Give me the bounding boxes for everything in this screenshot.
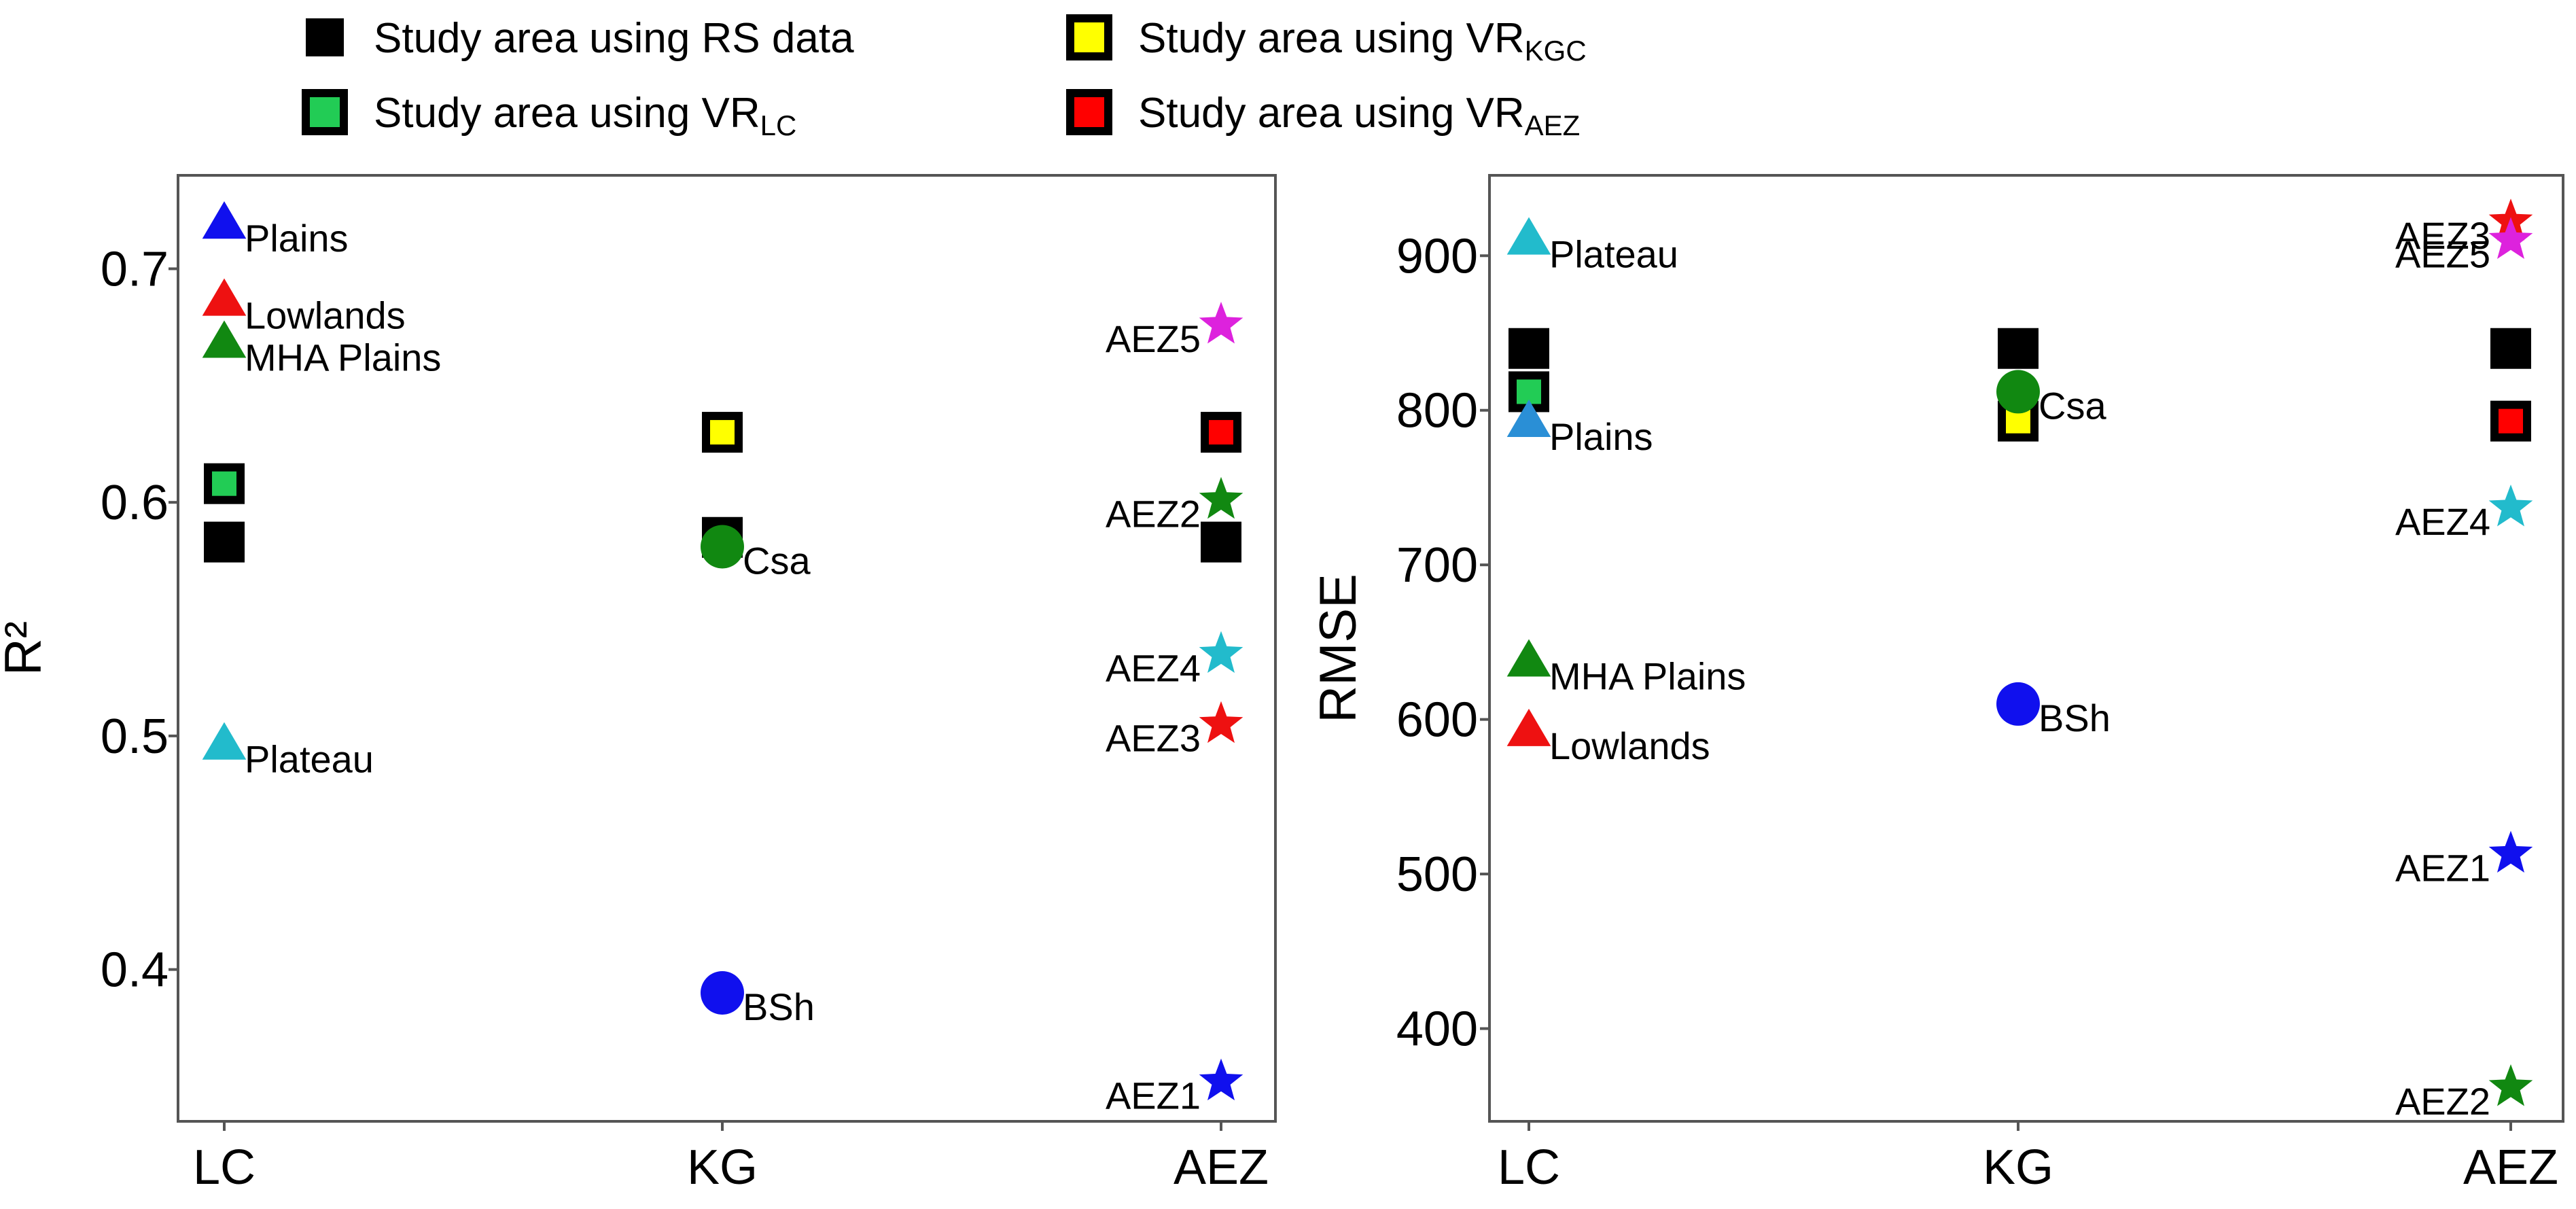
point-aez1 xyxy=(2488,830,2533,873)
legend-swatch-kgc xyxy=(1066,14,1112,60)
y-tick-label: 0.7 xyxy=(101,242,169,296)
x-tick-label: KG xyxy=(687,1140,758,1195)
annotation-bsh: BSh xyxy=(743,985,815,1028)
annotation-csa: Csa xyxy=(2039,384,2106,427)
point-csa xyxy=(701,525,744,569)
square-aez-aez xyxy=(1201,412,1241,453)
legend: Study area using RS data Study area using… xyxy=(302,14,1587,141)
square-rs-aez xyxy=(1201,521,1241,563)
annotation-plains: Plains xyxy=(245,217,349,260)
point-lowlands xyxy=(202,278,247,316)
point-aez5 xyxy=(2488,217,2533,259)
x-tick-label: AEZ xyxy=(2463,1140,2558,1195)
y-tick-label: 0.4 xyxy=(101,943,169,998)
annotation-mha-plains: MHA Plains xyxy=(245,336,441,379)
y-tick-label: 900 xyxy=(1396,229,1478,283)
annotation-aez5: AEZ5 xyxy=(2395,233,2490,276)
point-aez5 xyxy=(1199,302,1243,344)
y-tick-label: 500 xyxy=(1396,847,1478,902)
annotation-aez5: AEZ5 xyxy=(1106,317,1201,360)
square-rs-kg xyxy=(1998,328,2039,369)
point-mha-plains xyxy=(1506,639,1551,677)
legend-swatch-rs xyxy=(306,18,344,56)
point-bsh xyxy=(701,970,744,1015)
annotation-aez3: AEZ3 xyxy=(1106,717,1201,760)
y-tick-label: 400 xyxy=(1396,1002,1478,1057)
legend-label-lc: Study area using VRLC xyxy=(374,90,796,141)
y-axis-label: R² xyxy=(0,621,52,676)
point-mha-plains xyxy=(202,320,247,358)
annotation-lowlands: Lowlands xyxy=(1549,724,1710,767)
x-tick-label: LC xyxy=(193,1140,255,1195)
plot-frame xyxy=(1488,174,2564,1123)
y-tick-label: 700 xyxy=(1396,538,1478,593)
chart-rmse: 400 500 600 700 800 900 LC KG AEZ RMSE Plateau Plai… xyxy=(1309,174,2564,1195)
y-tick-label: 0.6 xyxy=(101,476,169,530)
point-bsh xyxy=(1996,682,2040,726)
legend-label-aez: Study area using VRAEZ xyxy=(1138,90,1580,141)
point-csa xyxy=(1996,370,2040,414)
square-rs-lc xyxy=(204,521,245,563)
point-aez2 xyxy=(2488,1064,2533,1106)
legend-item-lc: Study area using VRLC xyxy=(302,89,796,141)
legend-label-kgc: Study area using VRKGC xyxy=(1138,15,1587,67)
legend-swatch-aez xyxy=(1066,89,1112,135)
x-tick-label: LC xyxy=(1498,1140,1560,1195)
x-tick-label: AEZ xyxy=(1174,1140,1269,1195)
annotation-aez3: AEZ3 xyxy=(2395,214,2490,257)
annotation-aez1: AEZ1 xyxy=(2395,847,2490,890)
annotation-aez4: AEZ4 xyxy=(1106,647,1201,690)
annotation-csa: Csa xyxy=(743,539,811,582)
square-kgc-kg xyxy=(702,412,743,453)
annotation-plateau: Plateau xyxy=(1549,233,1678,276)
point-plateau xyxy=(202,722,247,760)
point-aez1 xyxy=(1199,1058,1243,1101)
annotation-mha-plains: MHA Plains xyxy=(1549,654,1746,697)
legend-item-aez: Study area using VRAEZ xyxy=(1066,89,1580,141)
y-tick-label: 800 xyxy=(1396,384,1478,438)
annotation-aez2: AEZ2 xyxy=(1106,493,1201,536)
point-aez4 xyxy=(1199,631,1243,673)
square-aez-aez xyxy=(2490,400,2531,442)
annotation-aez2: AEZ2 xyxy=(2395,1080,2490,1123)
y-tick-label: 0.5 xyxy=(101,709,169,764)
annotation-lowlands: Lowlands xyxy=(245,294,406,337)
legend-swatch-lc xyxy=(302,89,348,135)
square-rs-aez xyxy=(2490,328,2531,369)
point-lowlands xyxy=(1506,708,1551,746)
point-aez3 xyxy=(1199,701,1243,743)
square-rs-lc xyxy=(1508,328,1549,369)
annotation-aez1: AEZ1 xyxy=(1106,1074,1201,1117)
point-plains xyxy=(1506,399,1551,438)
point-aez2 xyxy=(1199,476,1243,519)
x-tick-label: KG xyxy=(1983,1140,2053,1195)
annotation-plateau: Plateau xyxy=(245,738,374,781)
legend-item-rs: Study area using RS data xyxy=(306,15,854,62)
square-lc-lc xyxy=(204,463,245,504)
plot-frame xyxy=(177,174,1277,1123)
annotation-aez4: AEZ4 xyxy=(2395,500,2490,543)
y-axis-label: RMSE xyxy=(1309,574,1367,723)
point-plateau xyxy=(1506,217,1551,255)
point-plains xyxy=(202,201,247,239)
legend-label-rs: Study area using RS data xyxy=(374,15,854,62)
legend-item-kgc: Study area using VRKGC xyxy=(1066,14,1587,67)
point-aez4 xyxy=(2488,485,2533,527)
y-tick-label: 600 xyxy=(1396,693,1478,748)
annotation-bsh: BSh xyxy=(2039,697,2111,739)
annotation-plains: Plains xyxy=(1549,415,1653,458)
